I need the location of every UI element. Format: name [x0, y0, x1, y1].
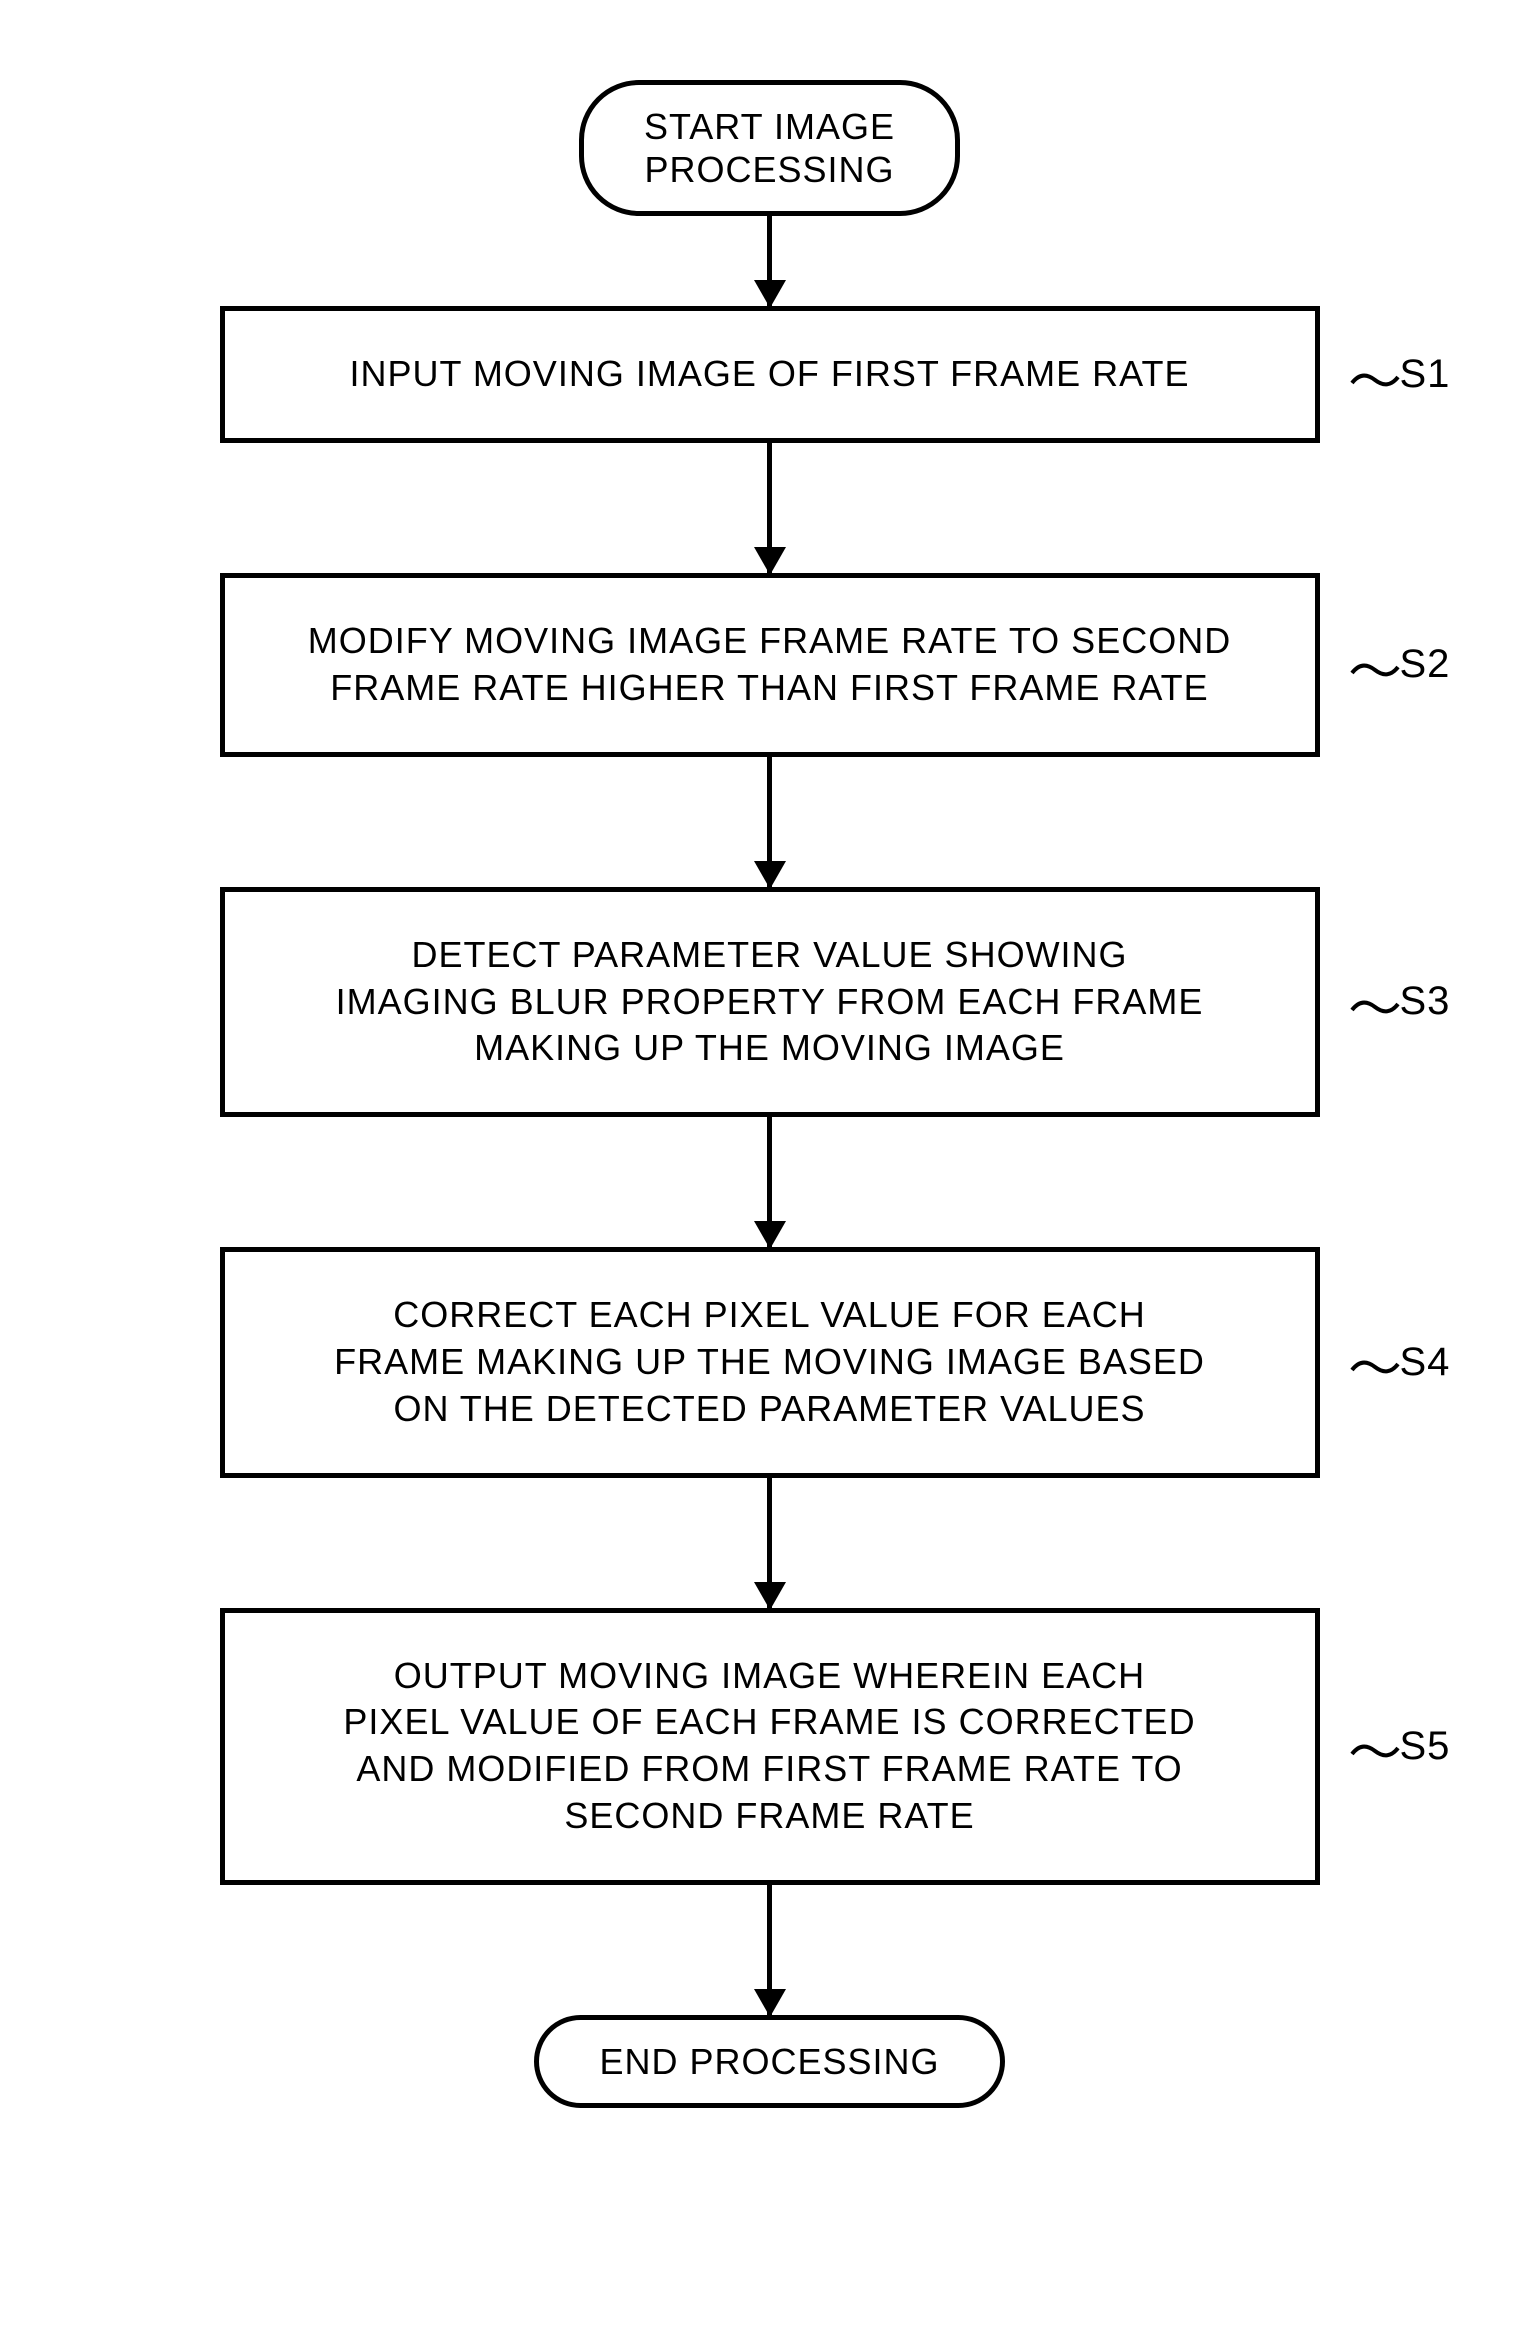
arrow-connector: [767, 1478, 772, 1608]
process-row-s4: CORRECT EACH PIXEL VALUE FOR EACH FRAME …: [0, 1247, 1539, 1477]
process-s3-line1: DETECT PARAMETER VALUE SHOWING: [411, 934, 1127, 975]
process-s4-line3: ON THE DETECTED PARAMETER VALUES: [393, 1388, 1145, 1429]
process-s4-line2: FRAME MAKING UP THE MOVING IMAGE BASED: [334, 1341, 1205, 1382]
end-text: END PROCESSING: [599, 2041, 939, 2082]
process-row-s2: MODIFY MOVING IMAGE FRAME RATE TO SECOND…: [0, 573, 1539, 757]
start-terminator: START IMAGE PROCESSING: [579, 80, 960, 216]
arrow-connector: [767, 1117, 772, 1247]
process-row-s3: DETECT PARAMETER VALUE SHOWING IMAGING B…: [0, 887, 1539, 1117]
process-box-s1: INPUT MOVING IMAGE OF FIRST FRAME RATE: [220, 306, 1320, 443]
process-s5-line4: SECOND FRAME RATE: [564, 1795, 974, 1836]
process-s5-line3: AND MODIFIED FROM FIRST FRAME RATE TO: [356, 1748, 1182, 1789]
process-s2-line2: FRAME RATE HIGHER THAN FIRST FRAME RATE: [330, 667, 1208, 708]
step-label-s4: S4: [1350, 1340, 1451, 1385]
process-row-s5: OUTPUT MOVING IMAGE WHEREIN EACH PIXEL V…: [0, 1608, 1539, 1885]
label-s4-text: S4: [1400, 1340, 1451, 1385]
flowchart-container: START IMAGE PROCESSING INPUT MOVING IMAG…: [0, 80, 1539, 2108]
arrow-connector: [767, 1885, 772, 2015]
process-s4-line1: CORRECT EACH PIXEL VALUE FOR EACH: [393, 1294, 1146, 1335]
process-row-s1: INPUT MOVING IMAGE OF FIRST FRAME RATE S…: [0, 306, 1539, 443]
label-s1-text: S1: [1400, 352, 1451, 397]
arrow-connector: [767, 443, 772, 573]
step-label-s3: S3: [1350, 979, 1451, 1024]
label-s3-text: S3: [1400, 979, 1451, 1024]
arrow-connector: [767, 757, 772, 887]
tilde-icon: [1350, 650, 1400, 680]
tilde-icon: [1350, 360, 1400, 390]
step-label-s5: S5: [1350, 1724, 1451, 1769]
process-s3-line2: IMAGING BLUR PROPERTY FROM EACH FRAME: [336, 981, 1204, 1022]
label-s5-text: S5: [1400, 1724, 1451, 1769]
process-box-s4: CORRECT EACH PIXEL VALUE FOR EACH FRAME …: [220, 1247, 1320, 1477]
tilde-icon: [1350, 1731, 1400, 1761]
label-s2-text: S2: [1400, 642, 1451, 687]
step-label-s1: S1: [1350, 352, 1451, 397]
process-s3-line3: MAKING UP THE MOVING IMAGE: [474, 1027, 1065, 1068]
process-s2-line1: MODIFY MOVING IMAGE FRAME RATE TO SECOND: [308, 620, 1231, 661]
tilde-icon: [1350, 987, 1400, 1017]
step-label-s2: S2: [1350, 642, 1451, 687]
arrow-connector: [767, 216, 772, 306]
process-s1-text: INPUT MOVING IMAGE OF FIRST FRAME RATE: [349, 353, 1189, 394]
tilde-icon: [1350, 1347, 1400, 1377]
start-text-line1: START IMAGE: [644, 106, 895, 147]
end-terminator: END PROCESSING: [534, 2015, 1004, 2108]
process-s5-line2: PIXEL VALUE OF EACH FRAME IS CORRECTED: [343, 1701, 1195, 1742]
process-s5-line1: OUTPUT MOVING IMAGE WHEREIN EACH: [394, 1655, 1145, 1696]
start-text-line2: PROCESSING: [644, 149, 894, 190]
process-box-s5: OUTPUT MOVING IMAGE WHEREIN EACH PIXEL V…: [220, 1608, 1320, 1885]
process-box-s3: DETECT PARAMETER VALUE SHOWING IMAGING B…: [220, 887, 1320, 1117]
process-box-s2: MODIFY MOVING IMAGE FRAME RATE TO SECOND…: [220, 573, 1320, 757]
